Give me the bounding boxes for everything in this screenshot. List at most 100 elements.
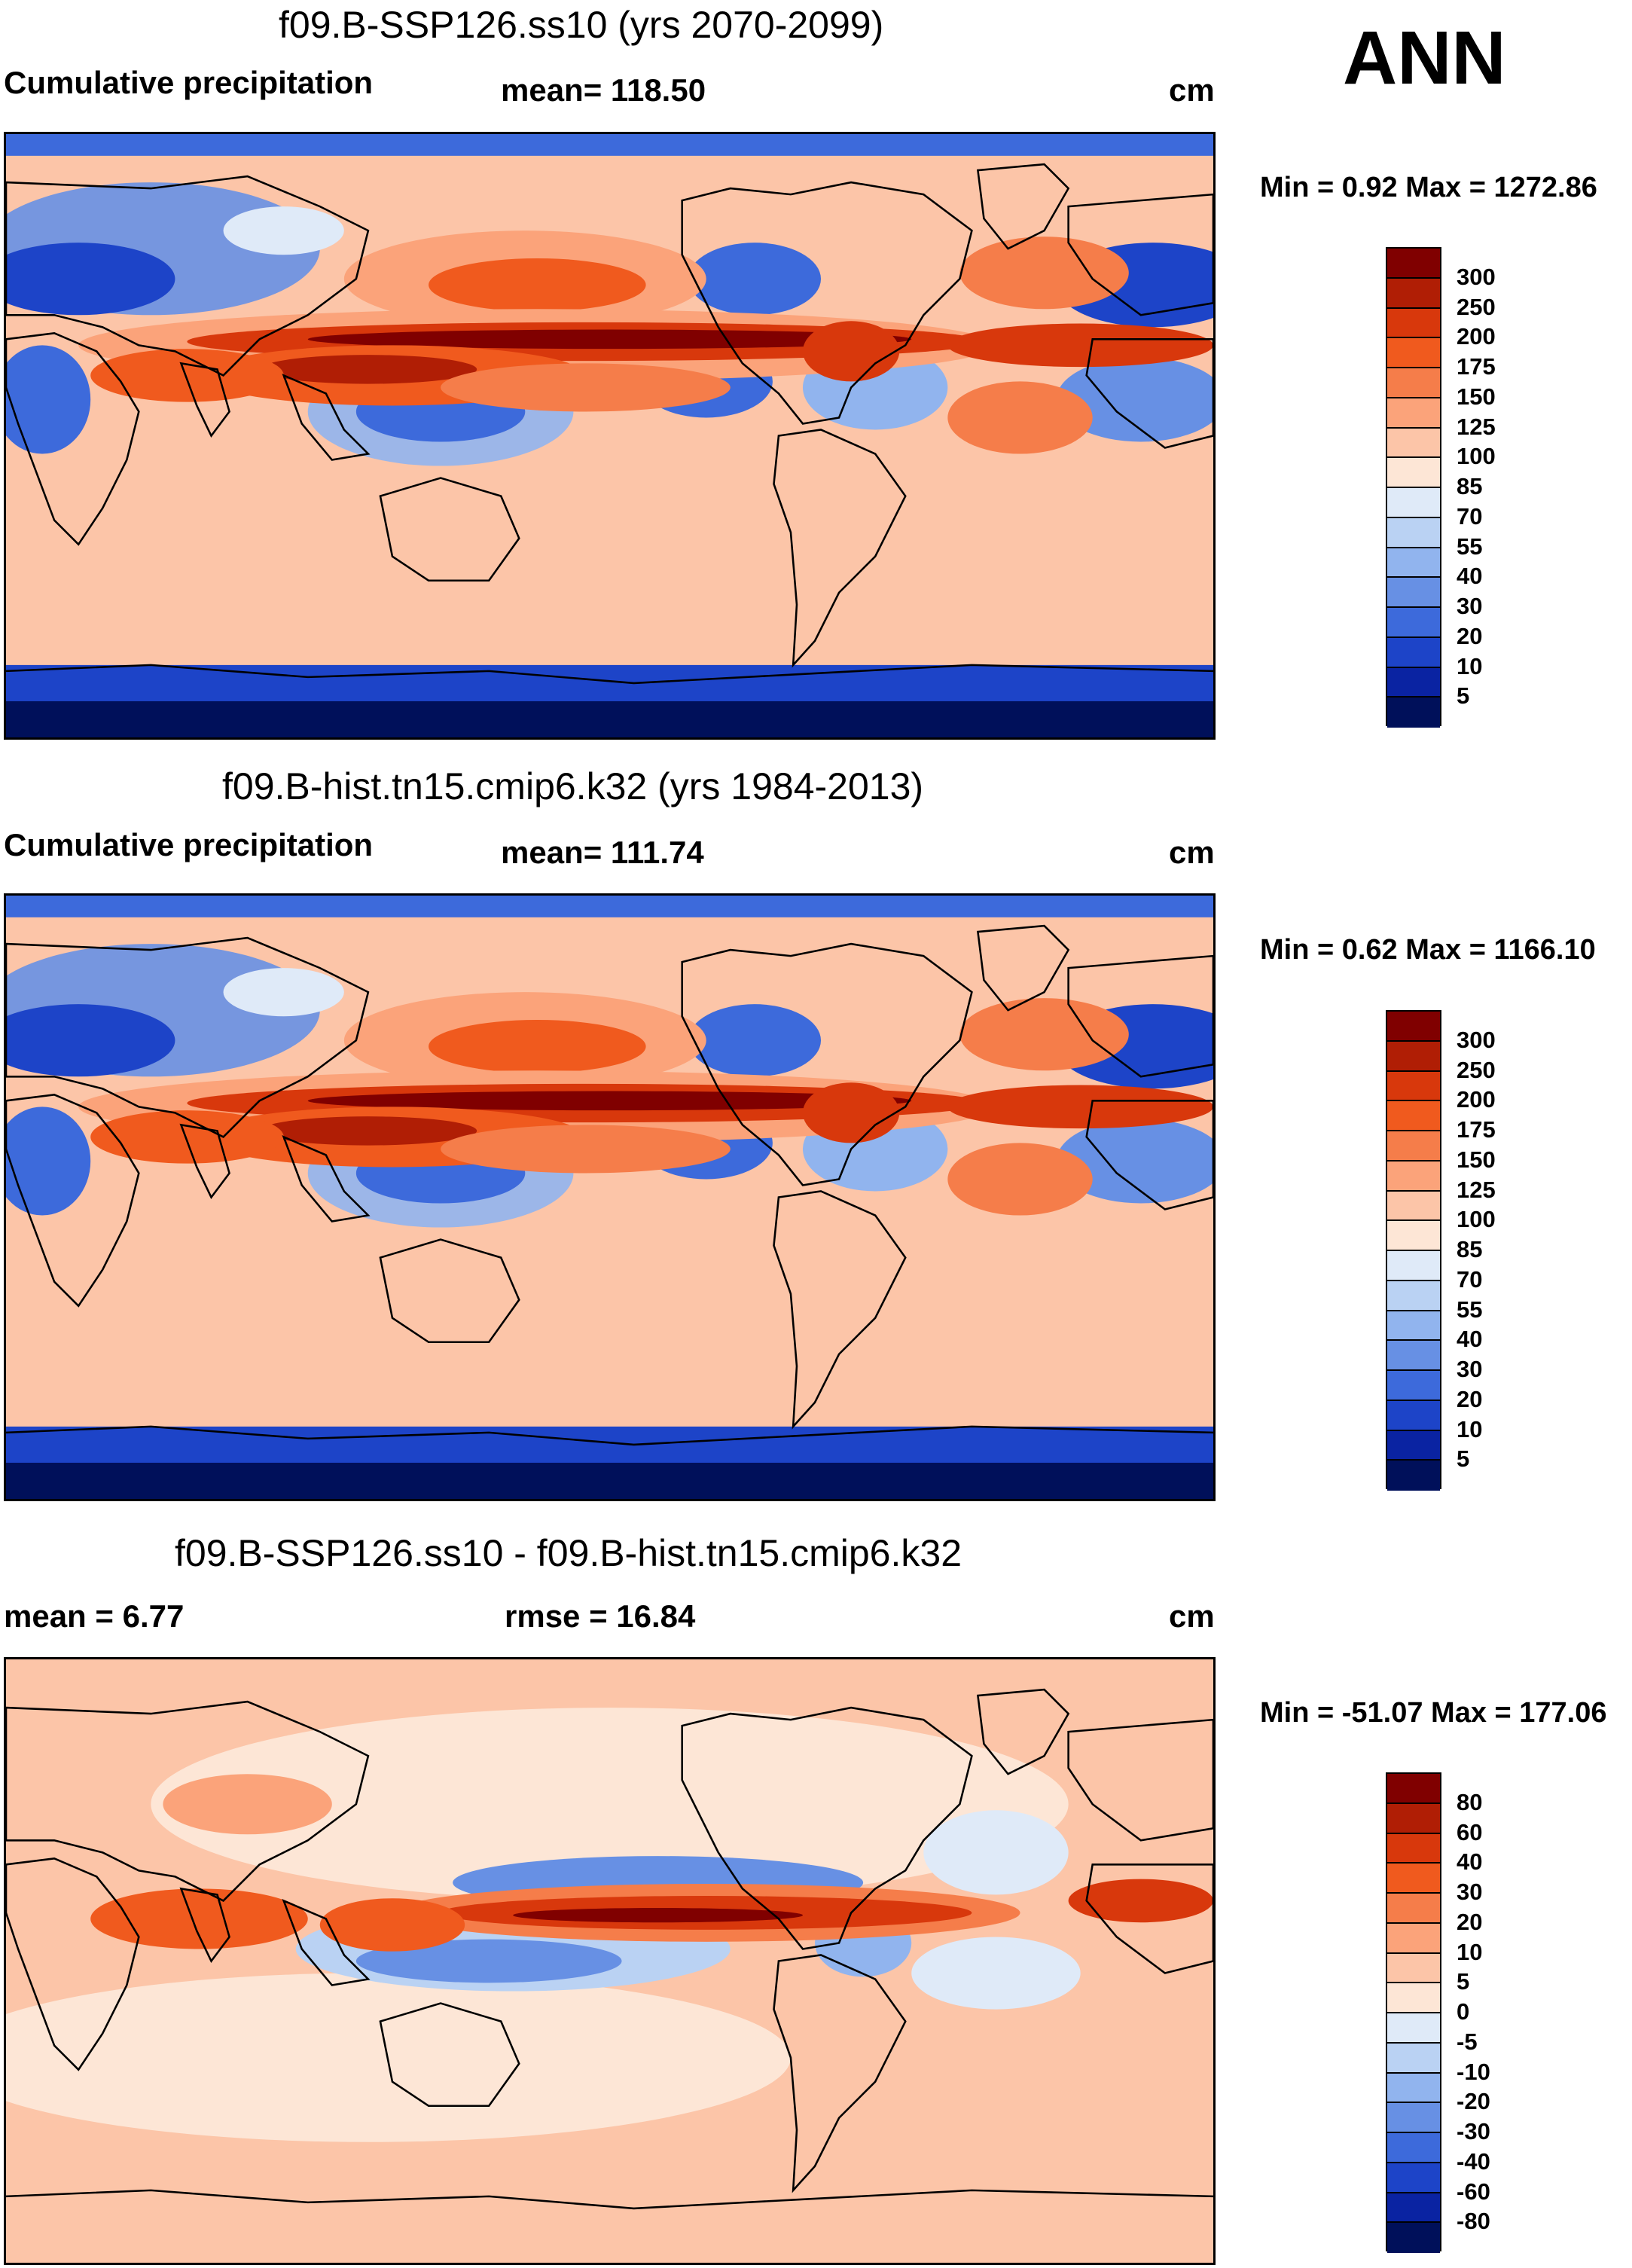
colorbar-tick-label: 150 [1457,1146,1496,1173]
colorbar-tick-label: 10 [1457,652,1483,679]
colorbar-tick-label: -80 [1457,2208,1490,2235]
coastline [6,1425,1213,1446]
colorbar-box [1387,1803,1440,1834]
field-patch [947,381,1093,454]
panel-2-center-label: mean= 111.74 [501,835,704,870]
colorbar-tick-label: 40 [1457,1326,1483,1353]
field-patch [307,329,912,350]
field-patch [1068,1879,1213,1923]
field-patch [802,321,900,382]
panel-3-map-field [6,1659,1213,2263]
colorbar-box [1387,368,1440,398]
coastline [976,1688,1070,1775]
colorbar-tick-label: 30 [1457,593,1483,619]
colorbar-box [1387,338,1440,368]
colorbar-box [1387,398,1440,429]
colorbar-tick-label: 175 [1457,1116,1496,1143]
colorbar-box [1387,1430,1440,1461]
colorbar-box [1387,1833,1440,1864]
field-patch [959,998,1129,1071]
colorbar-box [1387,1341,1440,1371]
panel-1-center-label: mean= 118.50 [501,72,706,108]
colorbar-tick-label: 70 [1457,502,1483,530]
colorbar-tick-label: -60 [1457,2178,1490,2205]
panel-3-minmax: Min = -51.07 Max = 177.06 [1260,1697,1607,1729]
field-patch [90,1888,308,1949]
colorbar-tick-label: 250 [1457,1056,1496,1083]
field-patch [429,1020,646,1073]
field-patch [6,896,1213,917]
field-patch [6,1973,791,2142]
colorbar-box [1387,2013,1440,2044]
field-patch [223,206,344,255]
field-patch [151,1708,1069,1901]
colorbar-box [1387,1864,1440,1894]
field-patch [6,1462,1213,1499]
coastline [6,664,1213,685]
field-patch [6,1004,175,1077]
colorbar-box [1387,2103,1440,2133]
field-patch [259,1116,477,1146]
coastline [6,1857,1213,2071]
colorbar-tick-label: 10 [1457,1938,1483,1965]
field-patch [1056,357,1213,442]
colorbar-tick-label: -30 [1457,2118,1490,2144]
field-patch [688,243,822,316]
colorbar-tick-label: 125 [1457,1176,1496,1203]
colorbar-box [1387,1012,1440,1042]
colorbar-box [1387,1774,1440,1804]
panel-3-center-label: rmse = 16.84 [505,1598,696,1634]
colorbar-box [1387,1281,1440,1311]
field-patch [6,345,91,454]
colorbar-tick-label: 0 [1457,1998,1470,2025]
coastline [681,1706,973,1950]
panel-3-title: f09.B-SSP126.ss10 - f09.B-hist.tn15.cmip… [175,1532,962,1574]
coastline [6,2189,1213,2210]
colorbar-box [1387,1071,1440,1102]
coastline [773,1190,907,1430]
colorbar-tick-label: 20 [1457,1908,1483,1935]
panel-3-map [4,1657,1216,2265]
field-patch [947,1143,1093,1216]
colorbar-box [1387,1191,1440,1222]
panel-3-left-label: mean = 6.77 [4,1598,185,1634]
field-patch [911,1937,1081,2010]
colorbar-box [1387,249,1440,279]
colorbar-box [1387,1923,1440,1954]
colorbar-box [1387,1161,1440,1192]
coastline [379,2002,520,2108]
colorbar-tick-label: -5 [1457,2028,1478,2055]
field-patch [307,1091,912,1111]
colorbar-tick-label: -20 [1457,2088,1490,2115]
season-label: ANN [1343,16,1506,100]
panel-1-minmax: Min = 0.92 Max = 1272.86 [1260,172,1597,203]
field-patch [441,1125,731,1174]
colorbar-box [1387,637,1440,668]
colorbar-tick-label: 200 [1457,1086,1496,1113]
colorbar-tick-label: 55 [1457,533,1483,560]
colorbar-tick-label: 200 [1457,323,1496,350]
field-patch [947,323,1213,368]
colorbar-box [1387,1371,1440,1401]
field-patch [923,1810,1069,1895]
colorbar-tick-label: 10 [1457,1415,1483,1442]
colorbar-box [1387,2193,1440,2224]
colorbar-tick-label: -40 [1457,2147,1490,2175]
coastline [6,175,1213,377]
colorbar-box [1387,1041,1440,1072]
colorbar-tick-label: 5 [1457,682,1470,710]
colorbar-tick-label: 40 [1457,1848,1483,1876]
colorbar-box [1387,308,1440,339]
colorbar-box [1387,1953,1440,1984]
coastline [6,936,1213,1138]
colorbar-tick-label: 60 [1457,1818,1483,1845]
colorbar-tick-label: 300 [1457,1026,1496,1053]
panel-1-title: f09.B-SSP126.ss10 (yrs 2070-2099) [279,4,884,46]
coastline [6,332,1213,546]
colorbar-box [1387,1311,1440,1342]
colorbar-tick-label: 125 [1457,413,1496,440]
colorbar-tick-label: 100 [1457,1206,1496,1233]
colorbar-box [1387,2163,1440,2193]
panel-1-map-field [6,134,1213,737]
colorbar-tick-label: 175 [1457,353,1496,380]
